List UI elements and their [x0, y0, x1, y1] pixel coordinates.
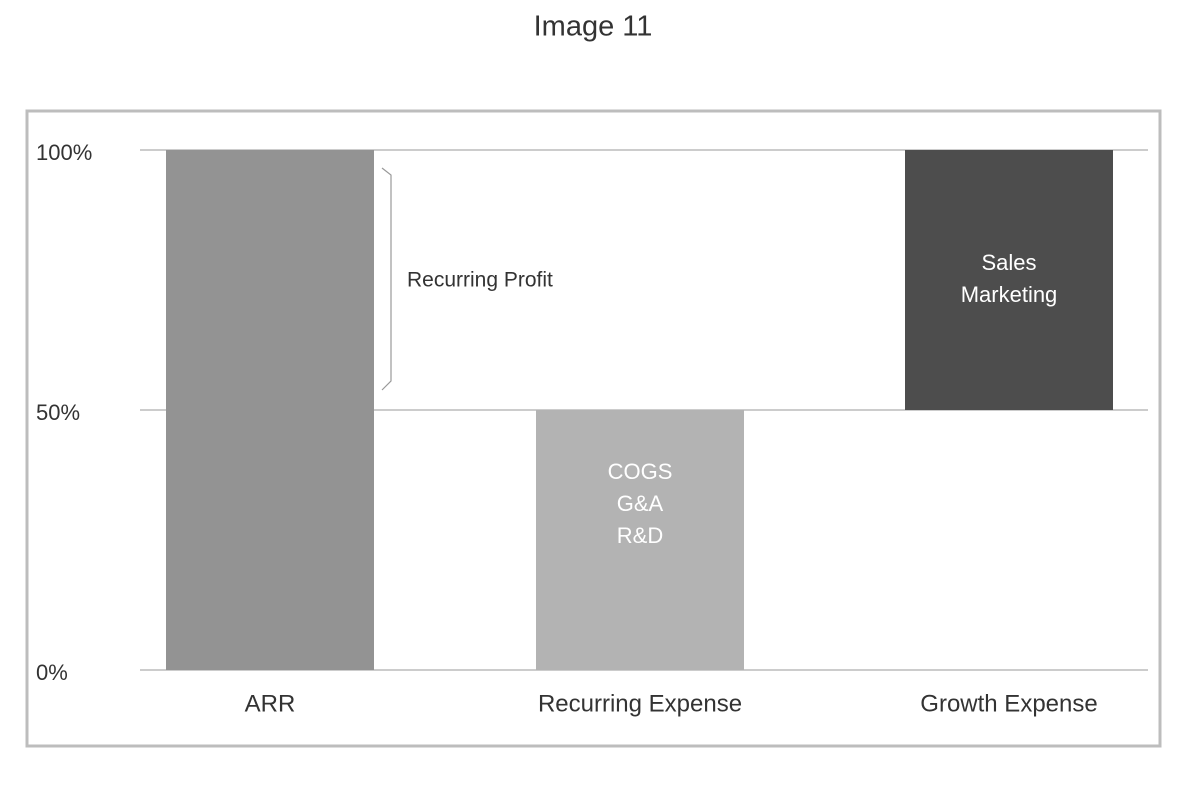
bar-label: G&A — [617, 491, 664, 516]
bar — [905, 150, 1113, 410]
bar-label: Marketing — [961, 282, 1058, 307]
bar — [536, 410, 744, 670]
bracket — [381, 167, 392, 391]
bar-label: COGS — [608, 459, 673, 484]
x-tick-label: Growth Expense — [920, 690, 1097, 717]
y-tick-label: 100% — [36, 140, 92, 165]
y-tick-label: 0% — [36, 660, 68, 685]
bar-label: Sales — [981, 250, 1036, 275]
bar — [166, 150, 374, 670]
bars — [166, 150, 1113, 670]
bar-label: R&D — [617, 523, 663, 548]
x-tick-label: ARR — [245, 690, 296, 717]
x-tick-label: Recurring Expense — [538, 690, 742, 717]
annotation: Recurring Profit — [407, 269, 553, 292]
chart-frame — [25, 109, 1162, 748]
chart-title: Image 11 — [534, 11, 653, 43]
y-tick-label: 50% — [36, 400, 80, 425]
